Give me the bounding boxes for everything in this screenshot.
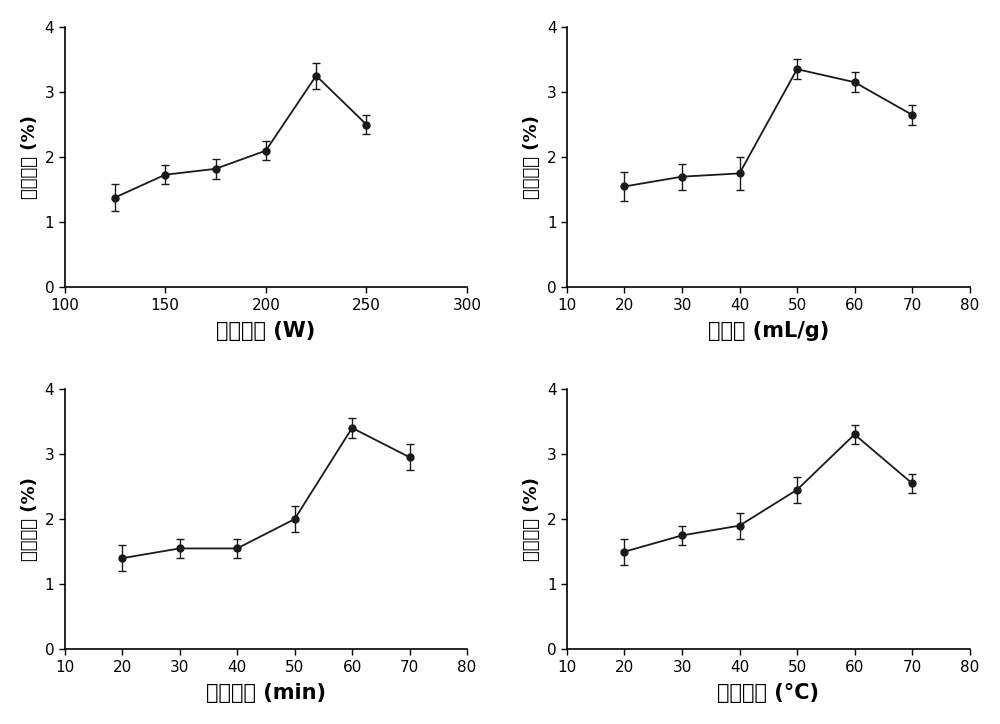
Y-axis label: 提取产率 (%): 提取产率 (%) [523,115,541,199]
X-axis label: 提取时间 (min): 提取时间 (min) [206,683,326,703]
X-axis label: 超声功率 (W): 超声功率 (W) [216,321,315,341]
Y-axis label: 提取产率 (%): 提取产率 (%) [523,477,541,561]
X-axis label: 料液比 (mL/g): 料液比 (mL/g) [708,321,829,341]
Y-axis label: 提取产率 (%): 提取产率 (%) [21,477,39,561]
Y-axis label: 提取产率 (%): 提取产率 (%) [21,115,39,199]
X-axis label: 提取温度 (°C): 提取温度 (°C) [717,683,819,703]
